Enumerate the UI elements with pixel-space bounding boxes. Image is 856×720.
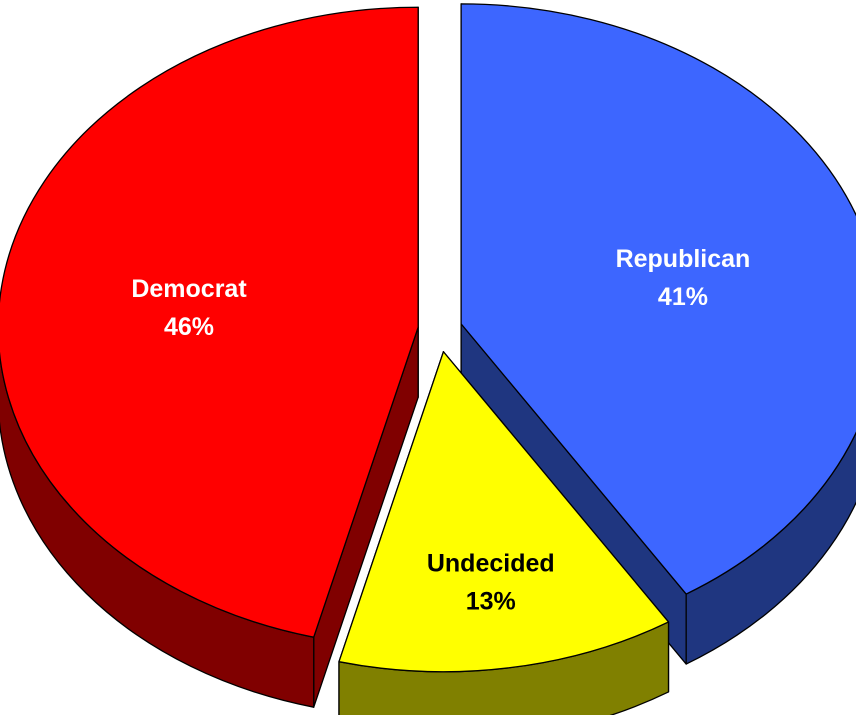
slice-label-undecided: Undecided — [427, 549, 555, 577]
slice-label-republican: Republican — [616, 245, 751, 273]
slice-value-republican: 41% — [658, 283, 708, 311]
slice-tops — [0, 3, 856, 673]
slice-democrat — [0, 6, 419, 638]
slice-republican — [460, 3, 856, 595]
slice-value-democrat: 46% — [164, 313, 214, 341]
slice-value-undecided: 13% — [466, 587, 516, 615]
slice-label-democrat: Democrat — [131, 275, 247, 303]
slice-undecided — [338, 351, 670, 673]
slice-labels: Republican 41% Undecided 13% Democrat 46% — [131, 245, 750, 616]
slice-rim-republican — [685, 431, 856, 665]
